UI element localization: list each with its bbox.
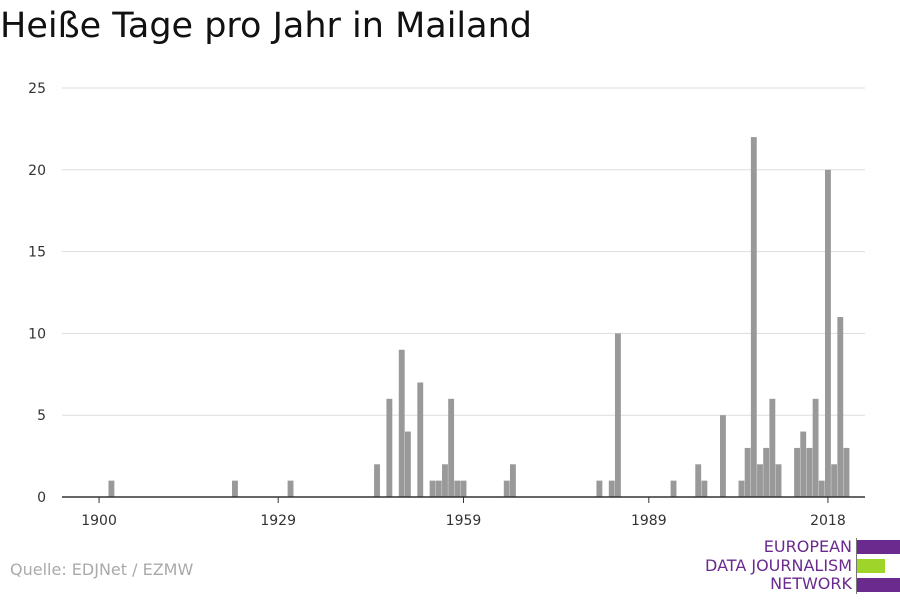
logo-line-1: EUROPEAN: [763, 537, 852, 556]
bar: [757, 464, 763, 497]
logo-bar-bottom: [857, 578, 900, 592]
bar: [843, 447, 850, 497]
bar: [596, 480, 603, 497]
bar: [775, 464, 782, 497]
edjnet-logo: EUROPEAN DATA JOURNALISM NETWORK: [700, 537, 900, 594]
chart-title: Heiße Tage pro Jahr in Mailand: [0, 6, 533, 46]
bar: [608, 480, 615, 497]
logo-line-2: DATA JOURNALISM: [705, 555, 852, 575]
bars: [108, 137, 850, 498]
bar: [744, 447, 751, 497]
x-tick-label: 1929: [260, 513, 296, 529]
bar: [287, 480, 294, 497]
bar: [509, 464, 516, 497]
bar: [417, 382, 424, 497]
bar: [404, 431, 411, 497]
bar: [794, 447, 800, 497]
bar: [701, 480, 708, 497]
bar: [442, 464, 448, 497]
bar: [460, 480, 467, 497]
logo-text: EUROPEAN DATA JOURNALISM NETWORK: [705, 537, 852, 594]
y-tick-label: 25: [28, 81, 46, 97]
logo-bar-top: [857, 540, 900, 554]
bar: [831, 464, 838, 497]
x-tick-label: 1989: [631, 513, 667, 529]
bar: [232, 480, 238, 497]
logo-line-3: NETWORK: [770, 574, 852, 593]
x-tick-label: 1959: [446, 513, 482, 529]
gridlines: [62, 87, 865, 416]
bar: [750, 137, 757, 497]
y-tick-label: 15: [28, 245, 46, 261]
bar: [454, 480, 461, 497]
bar: [818, 480, 825, 497]
y-tick-label: 0: [37, 490, 46, 506]
bar: [806, 447, 813, 497]
bar: [374, 464, 380, 497]
y-tick-label: 10: [28, 326, 46, 342]
bar: [435, 480, 442, 497]
source-note: Quelle: EDJNet / EZMW: [10, 560, 194, 579]
x-axis-ticks: 1900 1929 1959 1989 2018: [81, 497, 846, 529]
bar: [448, 398, 455, 497]
y-tick-label: 5: [37, 408, 46, 424]
bar: [812, 398, 819, 497]
bar: [108, 480, 115, 497]
x-tick-label: 1900: [81, 513, 117, 529]
bar: [837, 317, 844, 497]
bar: [386, 398, 393, 497]
bar: [800, 431, 807, 497]
bar: [763, 447, 770, 497]
bar: [503, 480, 510, 497]
bar: [719, 415, 726, 497]
logo-bar-middle: [857, 559, 885, 573]
bar: [429, 480, 436, 497]
logo-separator: [856, 538, 857, 594]
x-tick-label: 2018: [810, 513, 846, 529]
bar: [738, 480, 745, 497]
bar: [695, 464, 702, 497]
y-tick-label: 20: [28, 163, 46, 179]
bar: [825, 169, 831, 498]
bar: [398, 349, 405, 497]
bar: [670, 480, 677, 497]
y-axis-tick-labels: 0 5 10 15 20 25: [28, 81, 46, 506]
bar: [614, 333, 621, 497]
bar: [769, 398, 776, 497]
